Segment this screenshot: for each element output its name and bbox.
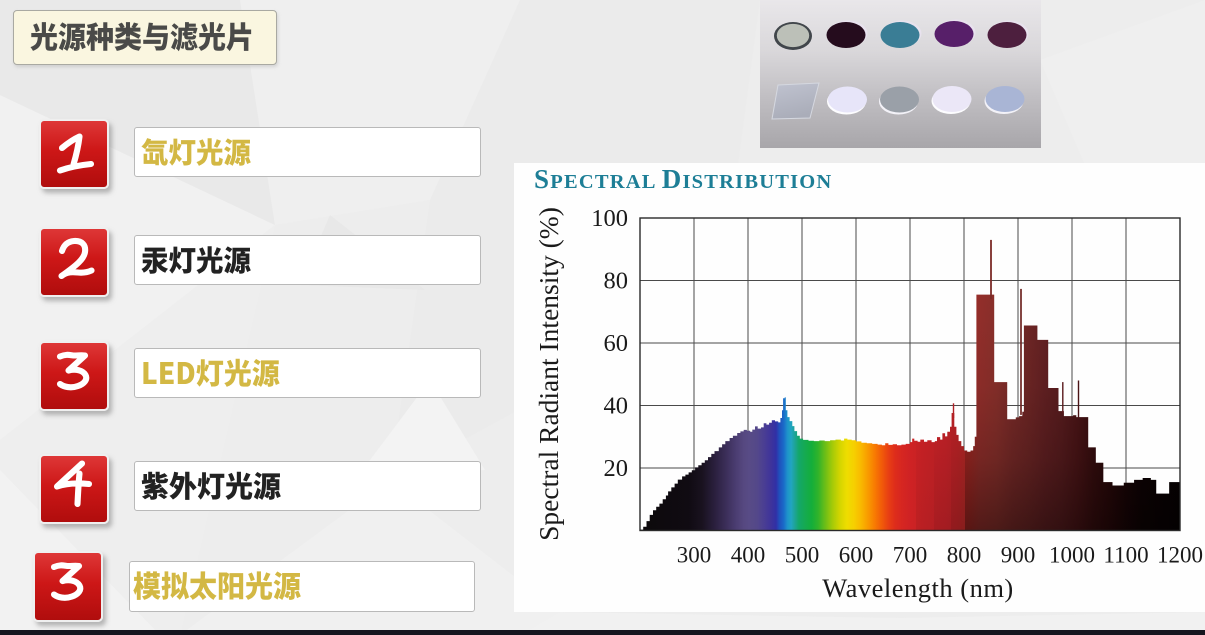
svg-text:800: 800 <box>947 543 982 568</box>
svg-text:100: 100 <box>591 205 628 232</box>
svg-text:900: 900 <box>1001 543 1036 568</box>
svg-text:1100: 1100 <box>1103 543 1148 568</box>
svg-text:SPECTRAL DISTRIBUTION: SPECTRAL DISTRIBUTION <box>534 164 832 194</box>
svg-text:600: 600 <box>839 543 874 568</box>
svg-text:20: 20 <box>604 455 629 482</box>
svg-text:1000: 1000 <box>1049 543 1095 568</box>
svg-text:40: 40 <box>604 393 629 420</box>
svg-text:80: 80 <box>604 268 629 295</box>
svg-text:1200: 1200 <box>1157 543 1203 568</box>
svg-text:300: 300 <box>677 543 712 568</box>
svg-text:60: 60 <box>604 330 629 357</box>
svg-text:Spectral Radiant Intensity (%): Spectral Radiant Intensity (%) <box>533 207 564 541</box>
svg-text:400: 400 <box>731 543 766 568</box>
svg-text:Wavelength (nm): Wavelength (nm) <box>822 573 1014 603</box>
svg-text:700: 700 <box>893 543 928 568</box>
svg-text:500: 500 <box>785 543 820 568</box>
